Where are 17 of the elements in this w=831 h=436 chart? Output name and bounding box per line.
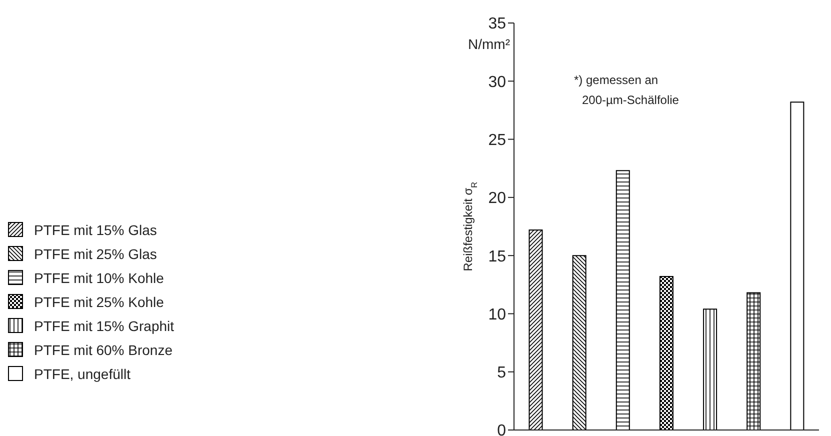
y-tick-label: 15 <box>488 248 506 266</box>
legend-label: PTFE mit 15% Glas <box>34 222 157 238</box>
y-tick-label: 25 <box>488 132 506 149</box>
annotation: *) gemessen an 200-µm-Schälfolie <box>574 72 679 109</box>
legend-label: PTFE mit 60% Bronze <box>34 342 172 358</box>
legend-label: PTFE mit 25% Kohle <box>34 294 164 310</box>
y-tick-label: 0 <box>497 422 506 436</box>
y-tick-label: 20 <box>488 190 506 208</box>
legend-label: PTFE, ungefüllt <box>34 366 130 382</box>
y-tick-label: 10 <box>488 306 506 324</box>
y-tick-label: 30 <box>488 74 506 91</box>
legend-label: PTFE mit 25% Glas <box>34 246 157 262</box>
text: N/mm² <box>468 36 510 52</box>
y-tick-label: 35 <box>488 16 506 33</box>
legend-label: PTFE mit 10% Kohle <box>34 270 164 286</box>
legend-label: PTFE mit 15% Graphit <box>34 318 174 334</box>
y-tick-label: 5 <box>497 364 506 382</box>
